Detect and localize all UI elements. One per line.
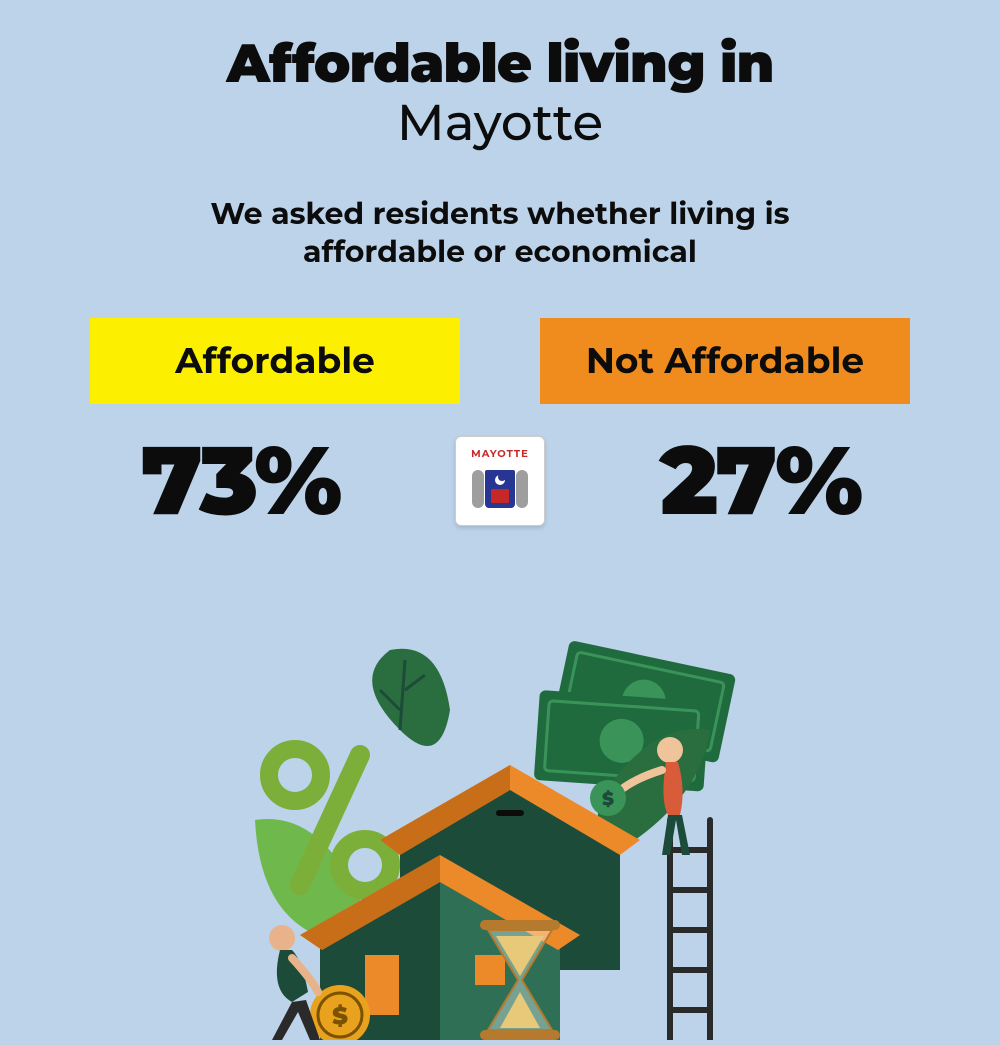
title-line-1: Affordable living in xyxy=(227,30,774,96)
savings-house-illustration: $ $ xyxy=(200,620,800,1040)
svg-text:$: $ xyxy=(332,1002,348,1031)
coat-of-arms-icon xyxy=(470,464,530,514)
region-badge: MAYOTTE xyxy=(455,436,545,526)
badge-label: MAYOTTE xyxy=(471,447,529,460)
subtitle: We asked residents whether living is aff… xyxy=(130,195,870,270)
poll-percents-row: 73% MAYOTTE 27% xyxy=(0,422,1000,539)
label-not-affordable: Not Affordable xyxy=(540,318,910,404)
label-affordable: Affordable xyxy=(90,318,460,404)
percent-not-affordable: 27% xyxy=(575,422,945,539)
ladder-icon xyxy=(670,820,710,1040)
title-line-2: Mayotte xyxy=(397,92,603,153)
poll-labels-row: Affordable Not Affordable xyxy=(0,318,1000,404)
svg-text:$: $ xyxy=(602,788,614,810)
percent-affordable: 73% xyxy=(55,422,425,539)
